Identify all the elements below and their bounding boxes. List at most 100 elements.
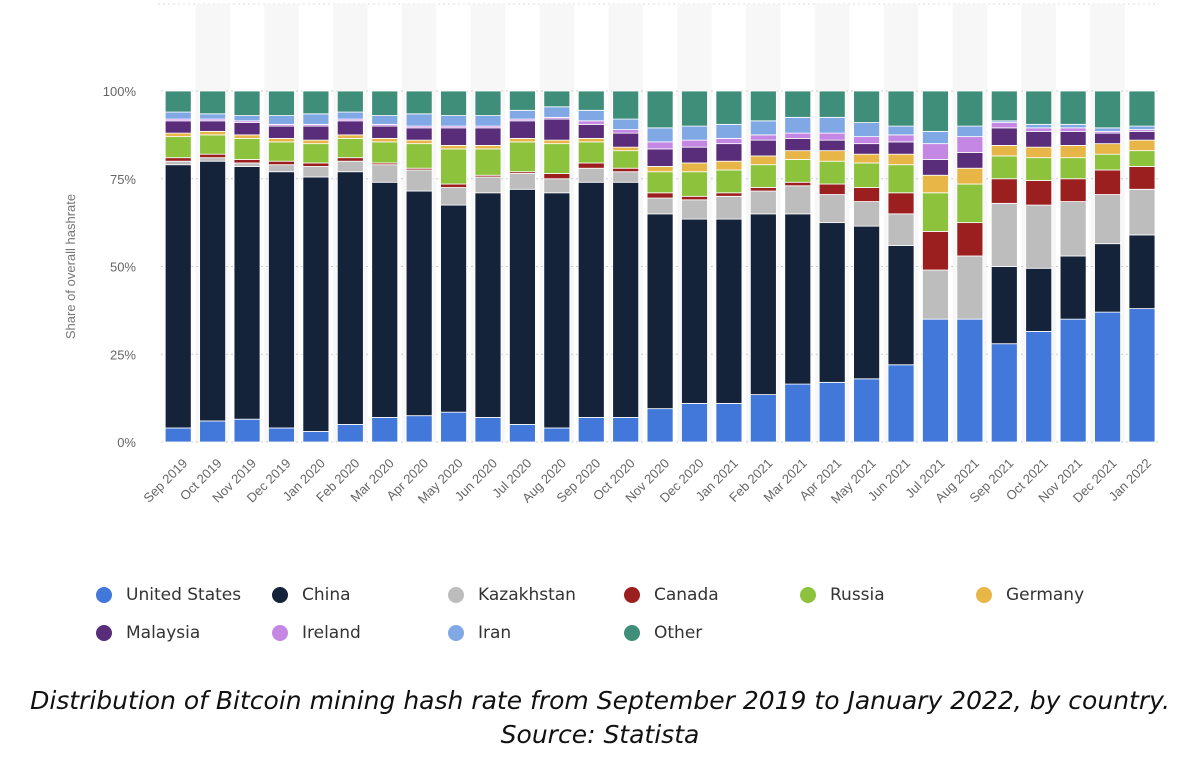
bar-segment-china <box>577 181 605 418</box>
legend-label: Kazakhstan <box>478 585 576 605</box>
legend-item[interactable]: Kazakhstan <box>448 584 576 606</box>
bar-segment-canada <box>336 157 364 162</box>
bar-segment-iran <box>681 125 708 141</box>
bar-segment-other <box>440 90 467 116</box>
bar-segment-united-states <box>646 408 674 443</box>
bar-segment-ireland <box>922 143 949 160</box>
bar-segment-russia <box>1128 150 1156 167</box>
bar-segment-united-states <box>1059 318 1087 443</box>
bar-segment-united-states <box>612 417 640 443</box>
bar-segment-other <box>887 90 915 127</box>
bar-segment-other <box>509 90 536 111</box>
bar-segment-malaysia <box>887 141 915 155</box>
bar-segment-kazakhstan <box>302 166 330 178</box>
bar-segment-canada <box>1059 178 1087 202</box>
legend-marker <box>800 587 816 603</box>
legend-item[interactable]: China <box>272 584 351 606</box>
bar-segment-china <box>164 164 192 429</box>
bar-segment-malaysia <box>922 159 949 176</box>
bar-segment-malaysia <box>302 125 330 141</box>
legend-label: Other <box>654 623 703 643</box>
bar-segment-ireland <box>646 141 674 150</box>
bar-segment-united-states <box>302 431 330 443</box>
bar-segment-germany <box>371 137 399 143</box>
bar-segment-iran <box>1059 123 1087 129</box>
bar-segment-china <box>990 266 1018 345</box>
bar-segment-malaysia <box>1025 130 1053 148</box>
bar-segment-germany <box>336 134 364 139</box>
bar-segment-other <box>956 90 984 127</box>
bar-segment-iran <box>853 122 881 138</box>
legend-item[interactable]: Other <box>624 622 702 644</box>
bar-segment-iran <box>784 116 812 134</box>
bar-segment-malaysia <box>681 146 708 164</box>
bar-segment-russia <box>268 141 295 162</box>
legend-item[interactable]: United States <box>96 584 241 606</box>
bar-segment-iran <box>612 118 640 131</box>
legend-item[interactable]: Germany <box>976 584 1084 606</box>
figure-caption: Distribution of Bitcoin mining hash rate… <box>0 684 1200 752</box>
legend-marker <box>272 587 288 603</box>
bar-segment-germany <box>474 145 502 150</box>
bar-segment-germany <box>1059 145 1087 159</box>
bar-segment-iran <box>956 125 984 138</box>
bar-segment-russia <box>1094 153 1121 171</box>
legend-marker <box>624 625 640 641</box>
bar-segment-canada <box>818 183 846 195</box>
bar-segment-iran <box>646 127 674 143</box>
bar-segment-united-states <box>233 418 261 443</box>
legend-label: Canada <box>654 585 719 605</box>
legend-item[interactable]: Malaysia <box>96 622 200 644</box>
bar-segment-ireland <box>853 136 881 145</box>
bar-segment-kazakhstan <box>887 213 915 246</box>
bar-segment-china <box>474 192 502 418</box>
bar-segment-ireland <box>990 122 1018 129</box>
bar-segment-kazakhstan <box>784 185 812 215</box>
bar-segment-other <box>199 90 227 115</box>
bar-segment-iran <box>1094 127 1121 132</box>
bar-segment-kazakhstan <box>268 164 295 173</box>
bar-segment-kazakhstan <box>336 160 364 173</box>
bar-segment-kazakhstan <box>199 157 227 162</box>
caption-source: Source: Statista <box>500 720 700 749</box>
bar-segment-russia <box>233 137 261 160</box>
legend-marker <box>96 625 112 641</box>
bar-segment-canada <box>199 153 227 159</box>
bar-segment-china <box>440 204 467 413</box>
bar-segment-malaysia <box>405 127 433 141</box>
bar-segment-russia <box>853 162 881 188</box>
legend-label: Iran <box>478 623 512 643</box>
bar-segment-other <box>474 90 502 116</box>
bar-segment-germany <box>509 137 536 143</box>
bar-segment-kazakhstan <box>749 190 777 215</box>
legend-marker <box>624 587 640 603</box>
bar-segment-canada <box>1094 169 1121 195</box>
bar-segment-ireland <box>1059 127 1087 132</box>
bar-segment-other <box>749 90 777 122</box>
bar-segment-united-states <box>818 381 846 443</box>
bar-segment-malaysia <box>509 120 536 139</box>
legend-marker <box>448 625 464 641</box>
bar-segment-united-states <box>509 424 536 443</box>
bar-segment-russia <box>199 134 227 155</box>
bar-segment-russia <box>784 159 812 183</box>
bar-segment-canada <box>990 178 1018 204</box>
bar-segment-kazakhstan <box>577 167 605 183</box>
bar-segment-iran <box>371 115 399 125</box>
bar-segment-china <box>646 213 674 410</box>
bar-segment-united-states <box>268 427 295 443</box>
bar-segment-kazakhstan <box>543 178 571 194</box>
bar-segment-kazakhstan <box>818 194 846 224</box>
legend-item[interactable]: Iran <box>448 622 511 644</box>
bar-segment-china <box>715 218 743 404</box>
legend-item[interactable]: Russia <box>800 584 885 606</box>
bar-segment-russia <box>715 169 743 194</box>
legend-item[interactable]: Canada <box>624 584 719 606</box>
bar-segment-russia <box>302 143 330 164</box>
bar-segment-united-states <box>887 364 915 443</box>
legend-item[interactable]: Ireland <box>272 622 361 644</box>
bar-segment-malaysia <box>1128 130 1156 141</box>
bar-segment-russia <box>681 171 708 197</box>
bar-segment-russia <box>405 143 433 169</box>
bar-segment-other <box>990 90 1018 122</box>
